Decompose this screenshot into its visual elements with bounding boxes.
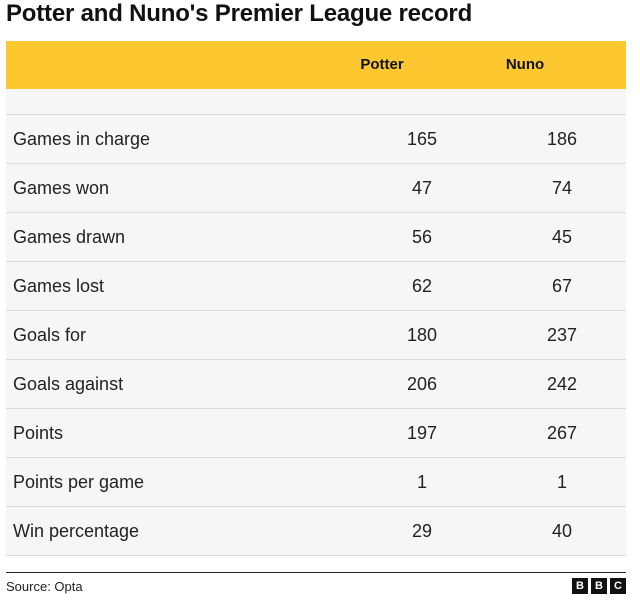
column-header-potter: Potter xyxy=(360,56,404,73)
row-label: Points xyxy=(13,423,64,443)
nuno-value: 242 xyxy=(546,374,578,394)
bbc-logo-letter: B xyxy=(591,578,607,594)
potter-value: 56 xyxy=(411,227,433,247)
nuno-value: 267 xyxy=(546,423,578,443)
table-body: Games in charge 165 186 Games won 47 74 Games … xyxy=(6,115,626,556)
nuno-value: 45 xyxy=(551,227,573,247)
nuno-value: 186 xyxy=(546,129,578,149)
row-label: Points per game xyxy=(13,472,145,492)
bbc-logo: B B C xyxy=(572,578,626,594)
table-row: Games in charge 165 186 xyxy=(6,115,626,164)
potter-value: 29 xyxy=(411,521,433,541)
nuno-value: 67 xyxy=(551,276,573,296)
table-row: Games drawn 56 45 xyxy=(6,213,626,262)
potter-value: 165 xyxy=(406,129,438,149)
row-label: Games won xyxy=(13,178,110,198)
table-row: Goals for 180 237 xyxy=(6,311,626,360)
footer-divider xyxy=(6,572,626,573)
table-row: Goals against 206 242 xyxy=(6,360,626,409)
row-label: Goals against xyxy=(13,374,124,394)
record-table: Potter Nuno Games in charge 165 186 Games w… xyxy=(6,41,626,556)
bbc-logo-letter: C xyxy=(610,578,626,594)
table-row: Win percentage 29 40 xyxy=(6,507,626,556)
table-row: Games lost 62 67 xyxy=(6,262,626,311)
bbc-logo-letter: B xyxy=(572,578,588,594)
nuno-value: 40 xyxy=(551,521,573,541)
table-row: Points per game 1 1 xyxy=(6,458,626,507)
table-header: Potter Nuno xyxy=(6,41,626,89)
potter-value: 206 xyxy=(406,374,438,394)
nuno-value: 74 xyxy=(551,178,573,198)
row-label: Games lost xyxy=(13,276,105,296)
nuno-value: 1 xyxy=(556,472,567,492)
table-row: Games won 47 74 xyxy=(6,164,626,213)
row-label: Games in charge xyxy=(13,129,151,149)
chart-title: Potter and Nuno's Premier League record xyxy=(6,0,473,27)
source-note: Source: Opta xyxy=(6,579,83,594)
potter-value: 62 xyxy=(411,276,433,296)
column-header-nuno: Nuno xyxy=(505,56,545,73)
potter-value: 47 xyxy=(411,178,433,198)
row-label: Goals for xyxy=(13,325,87,345)
potter-value: 180 xyxy=(406,325,438,345)
potter-value: 197 xyxy=(406,423,438,443)
nuno-value: 237 xyxy=(546,325,578,345)
table-spacer-row xyxy=(6,89,626,115)
row-label: Win percentage xyxy=(13,521,140,541)
potter-value: 1 xyxy=(416,472,427,492)
table-row: Points 197 267 xyxy=(6,409,626,458)
row-label: Games drawn xyxy=(13,227,126,247)
